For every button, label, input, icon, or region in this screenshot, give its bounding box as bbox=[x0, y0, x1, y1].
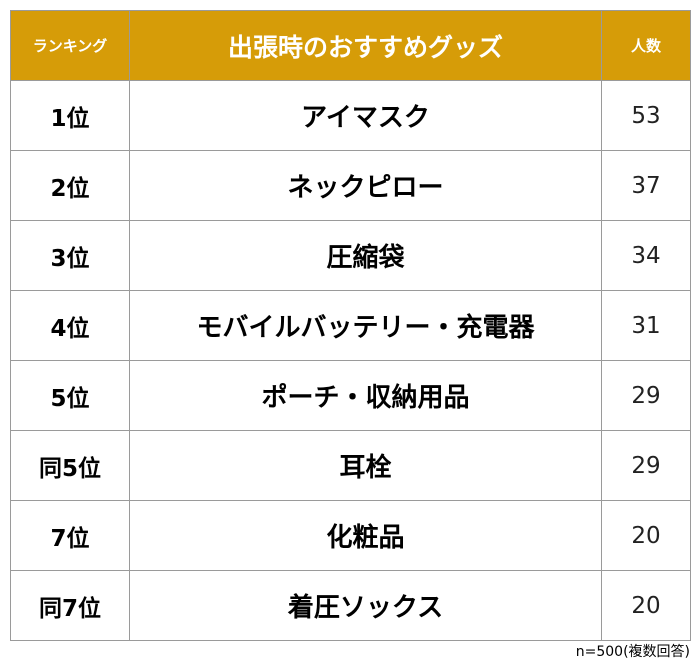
table-row: 同5位 耳栓 29 bbox=[10, 430, 691, 501]
item-cell: アイマスク bbox=[129, 80, 602, 151]
count-cell: 29 bbox=[601, 360, 691, 431]
item-cell: 化粧品 bbox=[129, 500, 602, 571]
table-title: 出張時のおすすめグッズ bbox=[129, 10, 602, 81]
rank-cell: 4位 bbox=[10, 290, 130, 361]
rank-cell: 同7位 bbox=[10, 570, 130, 641]
count-cell: 34 bbox=[601, 220, 691, 291]
count-cell: 31 bbox=[601, 290, 691, 361]
item-cell: モバイルバッテリー・充電器 bbox=[129, 290, 602, 361]
count-cell: 37 bbox=[601, 150, 691, 221]
item-cell: ネックピロー bbox=[129, 150, 602, 221]
count-column-header: 人数 bbox=[601, 10, 691, 81]
item-cell: 耳栓 bbox=[129, 430, 602, 501]
rank-column-header: ランキング bbox=[10, 10, 130, 81]
rank-cell: 7位 bbox=[10, 500, 130, 571]
item-cell: 着圧ソックス bbox=[129, 570, 602, 641]
ranking-table: ランキング 出張時のおすすめグッズ 人数 1位 アイマスク 53 2位 ネックピ… bbox=[10, 10, 691, 641]
table-row: 3位 圧縮袋 34 bbox=[10, 220, 691, 291]
rank-cell: 1位 bbox=[10, 80, 130, 151]
count-cell: 29 bbox=[601, 430, 691, 501]
count-cell: 20 bbox=[601, 570, 691, 641]
sample-size-note: n=500(複数回答) bbox=[575, 644, 690, 660]
item-cell: ポーチ・収納用品 bbox=[129, 360, 602, 431]
table-row: 2位 ネックピロー 37 bbox=[10, 150, 691, 221]
rank-cell: 3位 bbox=[10, 220, 130, 291]
rank-cell: 同5位 bbox=[10, 430, 130, 501]
rank-cell: 2位 bbox=[10, 150, 130, 221]
table-row: 4位 モバイルバッテリー・充電器 31 bbox=[10, 290, 691, 361]
item-cell: 圧縮袋 bbox=[129, 220, 602, 291]
table-row: 1位 アイマスク 53 bbox=[10, 80, 691, 151]
count-cell: 53 bbox=[601, 80, 691, 151]
table-row: 5位 ポーチ・収納用品 29 bbox=[10, 360, 691, 431]
rank-cell: 5位 bbox=[10, 360, 130, 431]
header-row: ランキング 出張時のおすすめグッズ 人数 bbox=[10, 10, 691, 81]
table-row: 同7位 着圧ソックス 20 bbox=[10, 570, 691, 641]
table-row: 7位 化粧品 20 bbox=[10, 500, 691, 571]
count-cell: 20 bbox=[601, 500, 691, 571]
